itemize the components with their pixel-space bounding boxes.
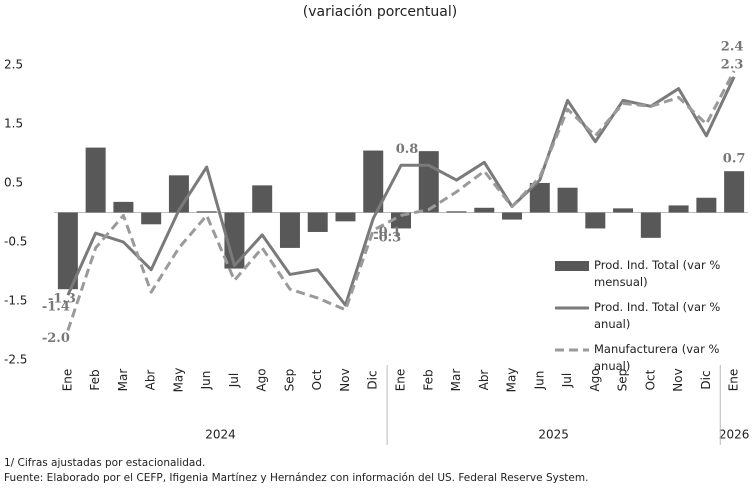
- value-label: -1.4: [42, 300, 70, 315]
- x-tick-label: Sep: [616, 369, 630, 392]
- bar: [585, 212, 606, 229]
- bar: [529, 183, 550, 213]
- bar: [168, 175, 189, 213]
- value-label: 2.4: [721, 39, 744, 54]
- y-tick-label: 2.5: [4, 58, 23, 72]
- year-label: 2024: [205, 428, 236, 442]
- x-tick-label: Ene: [394, 369, 408, 392]
- bar: [724, 171, 745, 213]
- y-tick-label: 0.5: [4, 176, 23, 190]
- legend-swatch: [555, 261, 589, 271]
- line: [66, 70, 736, 331]
- y-tick-label: -0.5: [4, 235, 27, 249]
- bar: [196, 211, 217, 213]
- bar: [613, 208, 634, 213]
- note: 1/ Cifras ajustadas por estacionalidad.: [4, 457, 205, 469]
- year-label: 2025: [538, 428, 569, 442]
- x-tick-label: Nov: [671, 368, 685, 391]
- value-label: 0.8: [396, 142, 419, 157]
- x-tick-label: Feb: [88, 369, 102, 390]
- legend-label: Prod. Ind. Total (var % mensual): [594, 258, 721, 289]
- legend-label: Prod. Ind. Total (var % anual): [594, 300, 721, 331]
- year-label: 2026: [719, 428, 750, 442]
- x-tick-label: Abr: [477, 370, 491, 391]
- legend-label: Manufacturera (var % anual): [594, 342, 720, 373]
- bar: [335, 212, 356, 222]
- bar: [363, 150, 384, 213]
- x-tick-label: Oct: [643, 369, 657, 390]
- x-tick-label: Ene: [727, 369, 741, 392]
- x-tick-label: Jul: [227, 373, 241, 388]
- bar: [557, 187, 578, 213]
- line: [66, 76, 736, 307]
- bar: [85, 147, 106, 213]
- x-tick-label: Jun: [532, 371, 546, 391]
- value-label: -2.0: [42, 331, 70, 346]
- bar: [391, 212, 411, 229]
- x-tick-label: Oct: [310, 369, 324, 390]
- x-tick-label: Abr: [144, 370, 158, 391]
- x-tick-label: Dic: [366, 370, 380, 389]
- x-tick-label: Jun: [199, 371, 213, 391]
- legend-item: Prod. Ind. Total (var % mensual): [594, 258, 721, 289]
- y-tick-label: -1.5: [4, 294, 27, 308]
- bar: [224, 212, 245, 269]
- bar: [418, 151, 439, 213]
- x-tick-label: Mar: [449, 369, 463, 392]
- x-tick-label: Dic: [699, 370, 713, 389]
- bar: [141, 212, 162, 225]
- x-tick-label: Feb: [421, 369, 435, 390]
- x-tick-label: Ago: [588, 368, 602, 391]
- bar: [640, 212, 661, 238]
- chart-subtitle: (variación porcentual): [303, 4, 457, 20]
- x-tick-label: Mar: [116, 369, 130, 392]
- y-tick-label: -2.5: [4, 353, 27, 367]
- bar: [502, 212, 523, 220]
- legend-item: Prod. Ind. Total (var % anual): [594, 300, 721, 331]
- value-label: 0.7: [723, 152, 746, 167]
- bar: [474, 207, 495, 213]
- bar: [446, 211, 467, 213]
- x-tick-label: May: [505, 368, 519, 393]
- x-tick-label: Jul: [560, 373, 574, 388]
- value-label: -1.3: [48, 292, 76, 307]
- bar: [113, 201, 134, 213]
- bar: [307, 212, 328, 232]
- bar: [279, 212, 300, 248]
- x-tick-label: Sep: [282, 369, 296, 392]
- x-tick-label: Nov: [338, 368, 352, 391]
- bar: [668, 205, 689, 213]
- note: Fuente: Elaborado por el CEFP, Ifigenia …: [4, 472, 588, 484]
- bar: [696, 197, 717, 213]
- x-tick-label: Ene: [60, 369, 74, 392]
- bar: [252, 185, 273, 213]
- bar: [57, 212, 78, 290]
- legend-item: Manufacturera (var % anual): [594, 342, 720, 373]
- value-label: 2.3: [721, 57, 744, 72]
- value-label: -0.1: [373, 225, 401, 240]
- y-tick-label: 1.5: [4, 117, 23, 131]
- value-label: -0.3: [373, 231, 401, 246]
- x-tick-label: Ago: [255, 368, 269, 391]
- x-tick-label: May: [171, 368, 185, 393]
